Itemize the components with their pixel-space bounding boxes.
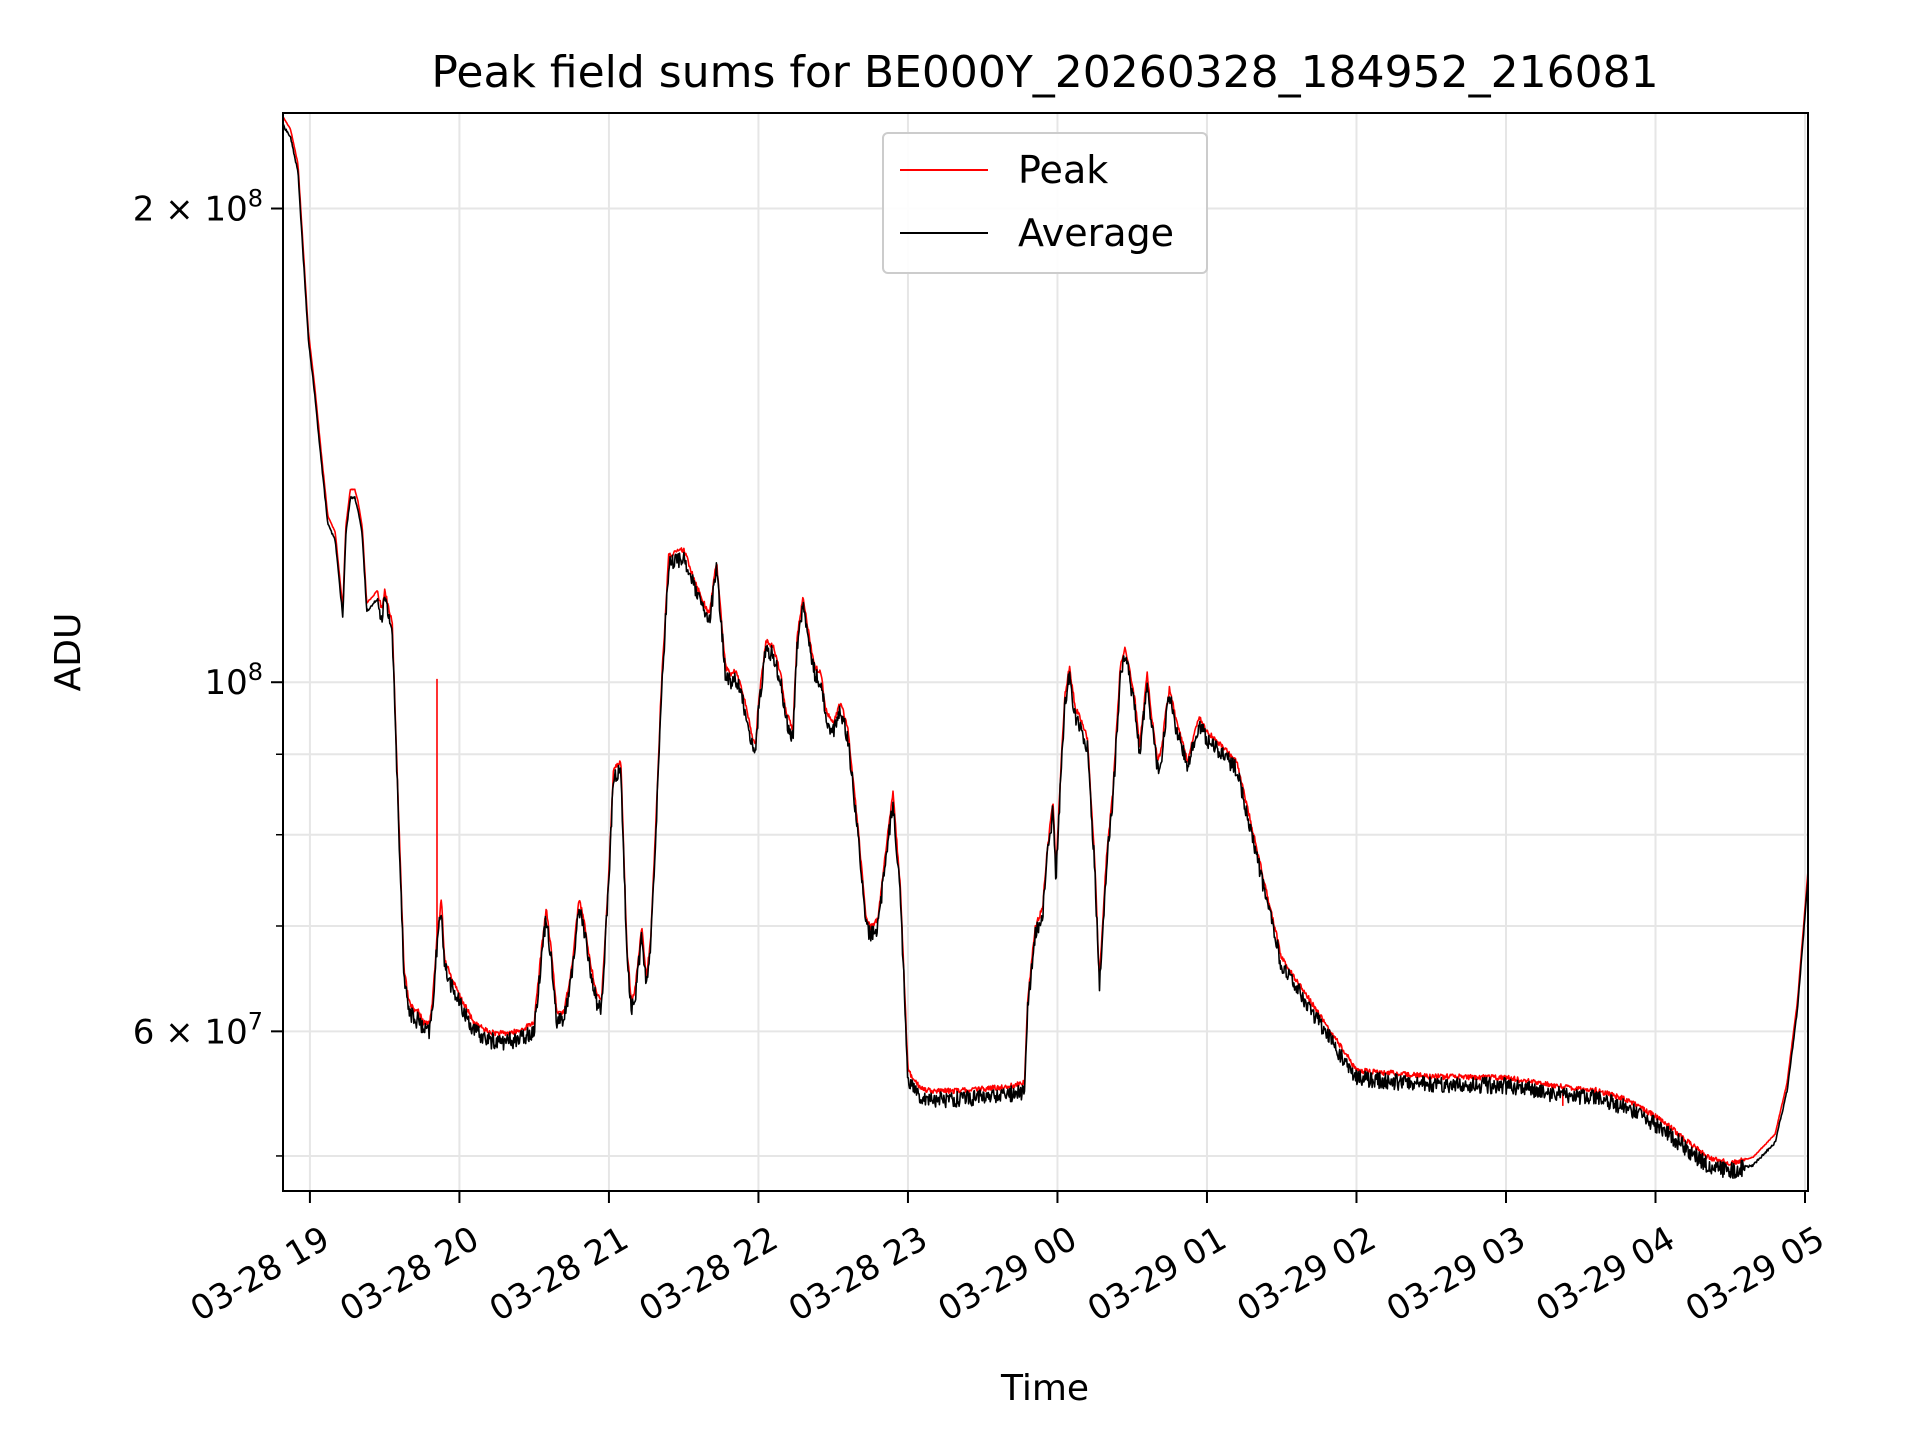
- y-tick-label: 108: [204, 658, 263, 703]
- series-line-average: [283, 124, 1808, 1179]
- plot-frame: [282, 112, 1809, 1192]
- legend: Peak Average: [882, 132, 1208, 274]
- y-tick-label: 2 × 108: [133, 185, 263, 230]
- y-axis-ticks: 6 × 107 108 2 × 108: [133, 185, 283, 1157]
- x-axis-label: Time: [1000, 1368, 1089, 1409]
- y-tick-label: 6 × 107: [133, 1007, 263, 1052]
- legend-label-average: Average: [1018, 211, 1174, 255]
- legend-label-peak: Peak: [1018, 148, 1108, 192]
- chart-title: Peak field sums for BE000Y_20260328_1849…: [431, 47, 1658, 98]
- legend-box: [882, 132, 1208, 274]
- plot-series: [283, 116, 1808, 1179]
- y-axis-label: ADU: [48, 613, 89, 692]
